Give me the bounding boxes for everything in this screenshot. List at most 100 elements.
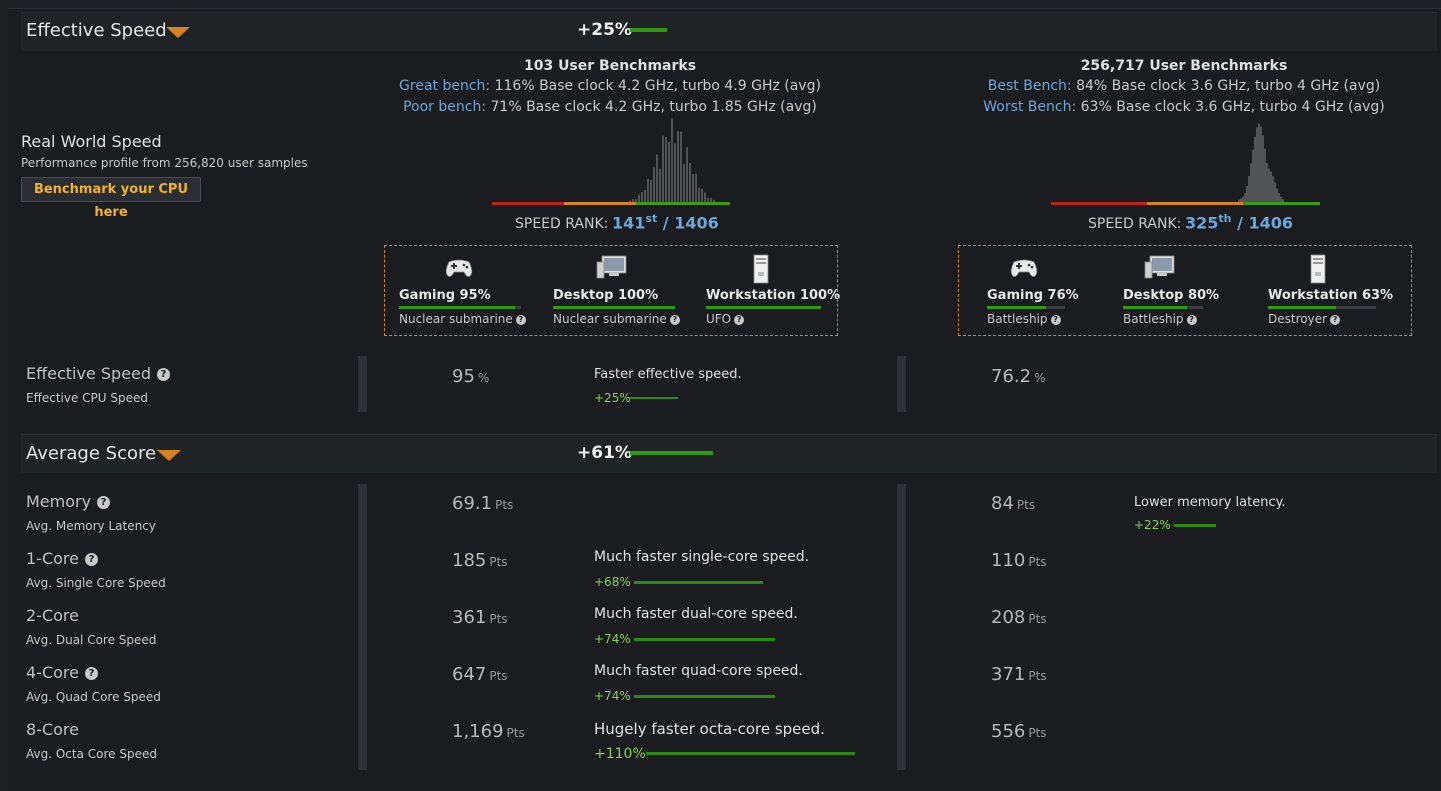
effective-speed-comparison-pct: +25% (594, 391, 631, 405)
cpu-b-best-label[interactable]: Best Bench: (987, 78, 1072, 94)
cpu-b-workstation-bar-fill (1268, 306, 1337, 309)
cpu-b-speed-rank[interactable]: 325th / 1406 (1185, 212, 1293, 232)
score-row-title: 4-Core? (26, 663, 98, 682)
cpu-b-rank-label: SPEED RANK: (1088, 216, 1182, 232)
cpu-b-best-bench: Best Bench: 84% Base clock 3.6 GHz, turb… (964, 78, 1404, 94)
cpu-b-workstation-label: Workstation 63% (1268, 288, 1394, 303)
cpu-a-best-bench: Great bench: 116% Base clock 4.2 GHz, tu… (390, 78, 830, 94)
cpu-b-score-value: 84 Pts (991, 493, 1035, 514)
cpu-a-column-divider (358, 356, 367, 412)
cpu-b-workstation-bar (1268, 306, 1376, 309)
score-row-sub: Avg. Quad Core Speed (26, 690, 161, 704)
score-comparison-pct: +22% (1134, 518, 1171, 532)
score-comparison-pct: +68% (594, 575, 631, 589)
cpu-a-desktop-label: Desktop 100% (553, 288, 659, 303)
cpu-a-score-value: 185 Pts (452, 550, 508, 571)
help-icon[interactable]: ? (669, 314, 680, 325)
score-comparison-pct: +74% (594, 632, 631, 646)
score-row-sub: Avg. Memory Latency (26, 519, 156, 533)
help-icon[interactable]: ? (84, 553, 98, 566)
cpu-a-worst-label[interactable]: Poor bench: (403, 99, 487, 115)
unit-label: Pts (1028, 612, 1047, 626)
cpu-b-column-divider (897, 356, 906, 412)
cpu-b-score-value: 110 Pts (991, 550, 1047, 571)
help-icon[interactable]: ? (1330, 314, 1341, 325)
cpu-a-distribution-histogram (492, 118, 730, 205)
score-row-title: 8-Core (26, 720, 79, 739)
gamepad-icon (443, 254, 475, 282)
cpu-a-rank-label: SPEED RANK: (515, 216, 609, 232)
help-icon[interactable]: ? (1050, 314, 1061, 325)
cpu-a-speed-rank[interactable]: 141st / 1406 (612, 212, 719, 232)
help-icon[interactable]: ? (1186, 314, 1197, 325)
cpu-a-gaming-class: Nuclear submarine (399, 312, 513, 326)
cpu-b-gaming-class: Battleship (987, 312, 1048, 326)
cpu-a-score-value: 647 Pts (452, 664, 508, 685)
cpu-b-desktop-class: Battleship (1123, 312, 1184, 326)
cpu-b-workstation: Workstation 63% Destroyer? (1268, 288, 1408, 326)
cpu-b-score-number: 110 (991, 550, 1026, 571)
score-comparison-text: Much faster quad-core speed. (594, 663, 803, 679)
cpu-b-score-number: 371 (991, 664, 1026, 685)
workstation-icon (748, 254, 780, 284)
cpu-a-performance-profile (384, 245, 838, 336)
score-comparison-pct: +74% (594, 689, 631, 703)
average-score-title[interactable]: Average Score (26, 443, 157, 464)
score-comparison-text: Hugely faster octa-core speed. (594, 720, 825, 738)
average-score-diff-bar (630, 451, 713, 455)
help-icon[interactable]: ? (157, 368, 171, 381)
cpu-a-workstation-label: Workstation 100% (706, 288, 841, 303)
cpu-a-score-number: 1,169 (452, 721, 504, 742)
average-score-header[interactable] (21, 434, 1437, 473)
effective-speed-row-label: Effective Speed (26, 364, 152, 383)
cpu-a-score-number: 647 (452, 664, 487, 685)
cpu-a-best-label[interactable]: Great bench: (399, 78, 491, 94)
help-icon[interactable]: ? (97, 496, 111, 509)
cpu-a-desktop-bar-fill (553, 306, 675, 309)
unit-label: Pts (489, 669, 508, 683)
cpu-a-gaming-label: Gaming 95% (399, 288, 491, 303)
score-row-title: Memory? (26, 492, 111, 511)
collapse-arrow-icon[interactable] (157, 450, 181, 461)
cpu-b-bench-count: 256,717 User Benchmarks (1080, 58, 1288, 74)
cpu-b-best-text: 84% Base clock 3.6 GHz, turbo 4 GHz (avg… (1071, 78, 1381, 94)
unit-label: Pts (1016, 498, 1036, 512)
cpu-b-worst-text: 63% Base clock 3.6 GHz, turbo 4 GHz (avg… (1076, 99, 1385, 115)
score-row-sub: Avg. Single Core Speed (26, 576, 166, 590)
cpu-a-gaming-bar (399, 306, 521, 309)
cpu-b-score-number: 556 (991, 721, 1026, 742)
cpu-a-score-divider (358, 484, 367, 770)
unit-label: Pts (1028, 669, 1047, 683)
unit-label: % (1034, 371, 1046, 385)
score-row-label: 1-Core (26, 549, 79, 568)
cpu-b-rank-total: / 1406 (1231, 213, 1294, 233)
cpu-a-workstation-bar (706, 306, 821, 309)
unit-label: Pts (495, 498, 514, 512)
help-icon[interactable]: ? (515, 314, 526, 325)
effective-speed-title[interactable]: Effective Speed (26, 20, 167, 41)
real-world-speed-subtitle: Performance profile from 256,820 user sa… (21, 156, 308, 170)
score-comparison-bar (646, 752, 855, 755)
cpu-b-workstation-class: Destroyer (1268, 312, 1328, 326)
cpu-b-gaming-bar-fill (987, 306, 1047, 309)
real-world-speed-title: Real World Speed (21, 132, 162, 151)
help-icon[interactable]: ? (734, 314, 745, 325)
cpu-a-workstation: Workstation 100% UFO? (706, 288, 846, 326)
benchmark-cpu-button[interactable]: Benchmark your CPU here (21, 177, 201, 220)
help-icon[interactable]: ? (84, 667, 98, 680)
cpu-a-score-value: 361 Pts (452, 607, 508, 628)
unit-label: Pts (1028, 726, 1047, 740)
cpu-a-desktop: Desktop 100% Nuclear submarine? (553, 288, 693, 326)
cpu-a-gaming-bar-fill (399, 306, 515, 309)
cpu-b-worst-label[interactable]: Worst Bench: (983, 99, 1077, 115)
cpu-a-gaming: Gaming 95% Nuclear submarine? (399, 288, 539, 326)
cpu-b-score-number: 84 (991, 493, 1014, 514)
unit-label: Pts (506, 726, 525, 740)
cpu-b-gaming-bar (987, 306, 1065, 309)
score-row-label: 4-Core (26, 663, 79, 682)
collapse-arrow-icon[interactable] (166, 27, 190, 38)
unit-label: % (477, 371, 490, 385)
cpu-a-rank-suffix: st (645, 212, 658, 225)
effective-speed-header[interactable] (21, 12, 1437, 51)
cpu-a-worst-text: 71% Base clock 4.2 GHz, turbo 1.85 GHz (… (486, 99, 817, 115)
